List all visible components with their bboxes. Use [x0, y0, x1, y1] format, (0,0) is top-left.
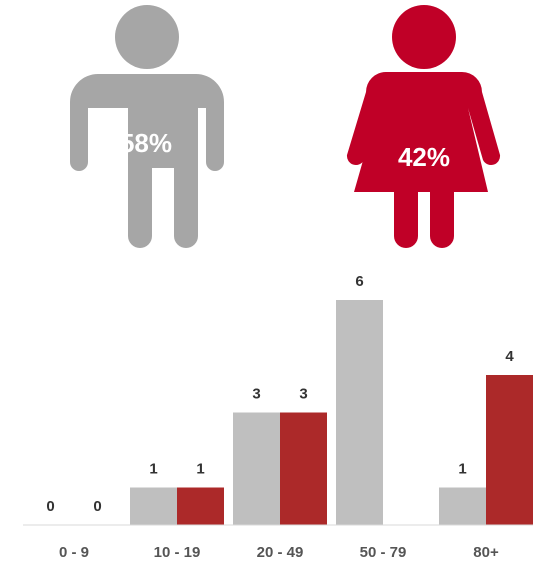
- x-tick-label-1: 10 - 19: [154, 544, 201, 561]
- bar-group: [130, 300, 533, 525]
- data-label-male-0: 0: [46, 498, 54, 515]
- data-label-group: 0 0 1 1 3 3 6 1 4: [46, 273, 514, 515]
- female-icon: [346, 5, 501, 248]
- bar-male-4: [439, 487, 486, 525]
- data-label-male-3: 6: [355, 273, 363, 290]
- data-label-female-2: 3: [299, 386, 307, 403]
- male-percent-label: 58%: [120, 128, 172, 158]
- x-tick-group: 0 - 9 10 - 19 20 - 49 50 - 79 80+: [59, 544, 499, 561]
- bar-male-3: [336, 300, 383, 525]
- data-label-male-2: 3: [252, 386, 260, 403]
- bar-female-2: [280, 412, 327, 525]
- bar-male-2: [233, 412, 280, 525]
- x-tick-label-4: 80+: [473, 544, 499, 561]
- male-icon: [70, 5, 224, 248]
- data-label-male-4: 1: [458, 461, 466, 478]
- bar-female-1: [177, 487, 224, 525]
- bar-female-4: [486, 375, 533, 525]
- data-label-female-0: 0: [93, 498, 101, 515]
- data-label-female-1: 1: [196, 461, 204, 478]
- bar-male-1: [130, 487, 177, 525]
- data-label-male-1: 1: [149, 461, 157, 478]
- x-tick-label-0: 0 - 9: [59, 544, 89, 561]
- x-tick-label-2: 20 - 49: [257, 544, 304, 561]
- female-percent-label: 42%: [398, 142, 450, 172]
- data-label-female-4: 4: [505, 348, 514, 365]
- x-tick-label-3: 50 - 79: [360, 544, 407, 561]
